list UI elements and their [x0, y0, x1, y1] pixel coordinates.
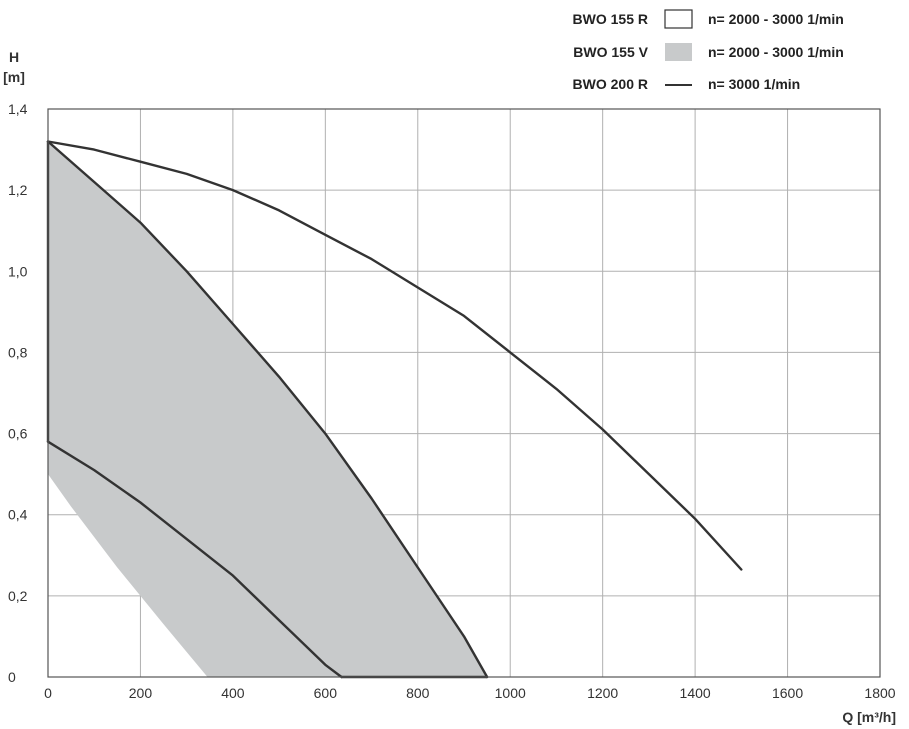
- x-tick-label-8: 1600: [772, 685, 803, 701]
- y-tick-label-1: 0,2: [8, 588, 28, 604]
- legend-swatch-outlined-box: [664, 9, 693, 29]
- y-tick-label-7: 1,4: [8, 101, 28, 117]
- series-line-1: [46, 140, 489, 679]
- x-axis-title: Q [m³/h]: [842, 709, 896, 725]
- y-axis-unit: [m]: [3, 69, 25, 85]
- legend-label-bwo155r: BWO 155 R: [573, 11, 648, 27]
- x-tick-label-4: 800: [406, 685, 430, 701]
- series-line-3: [46, 140, 743, 571]
- legend-speed-bwo155r: n= 2000 - 3000 1/min: [708, 11, 844, 27]
- y-axis-title: H: [9, 49, 19, 65]
- plot-border: [47, 108, 881, 678]
- legend-speed-bwo200r: n= 3000 1/min: [708, 76, 800, 92]
- series-area-0: [48, 141, 488, 677]
- legend-label-bwo200r: BWO 200 R: [573, 76, 648, 92]
- plot-frame: [47, 108, 881, 678]
- x-tick-label-6: 1200: [587, 685, 618, 701]
- y-tick-label-6: 1,2: [8, 182, 28, 198]
- x-tick-label-2: 400: [221, 685, 245, 701]
- legend-label-bwo155v: BWO 155 V: [573, 44, 648, 60]
- x-tick-label-9: 1800: [864, 685, 895, 701]
- tick-labels: 0 200 400 600 800 1000 1200 1400 1600 1800 0 0,2 0,4…: [8, 101, 896, 701]
- y-tick-label-5: 1,0: [8, 263, 28, 279]
- legend-speed-bwo155v: n= 2000 - 3000 1/min: [708, 44, 844, 60]
- x-tick-label-7: 1400: [680, 685, 711, 701]
- x-tick-label-1: 200: [129, 685, 153, 701]
- y-tick-label-2: 0,4: [8, 507, 28, 523]
- x-tick-label-5: 1000: [495, 685, 526, 701]
- y-tick-label-3: 0,6: [8, 426, 28, 442]
- y-tick-label-0: 0: [8, 669, 16, 685]
- legend-swatch-filled-box: [665, 43, 692, 61]
- series-line-2: [46, 440, 343, 679]
- plot-series: [46, 140, 743, 679]
- x-tick-label-3: 600: [314, 685, 338, 701]
- legend: BWO 155 R n= 2000 - 3000 1/min BWO 155 V…: [573, 9, 844, 92]
- x-tick-label-0: 0: [44, 685, 52, 701]
- y-tick-label-4: 0,8: [8, 344, 28, 360]
